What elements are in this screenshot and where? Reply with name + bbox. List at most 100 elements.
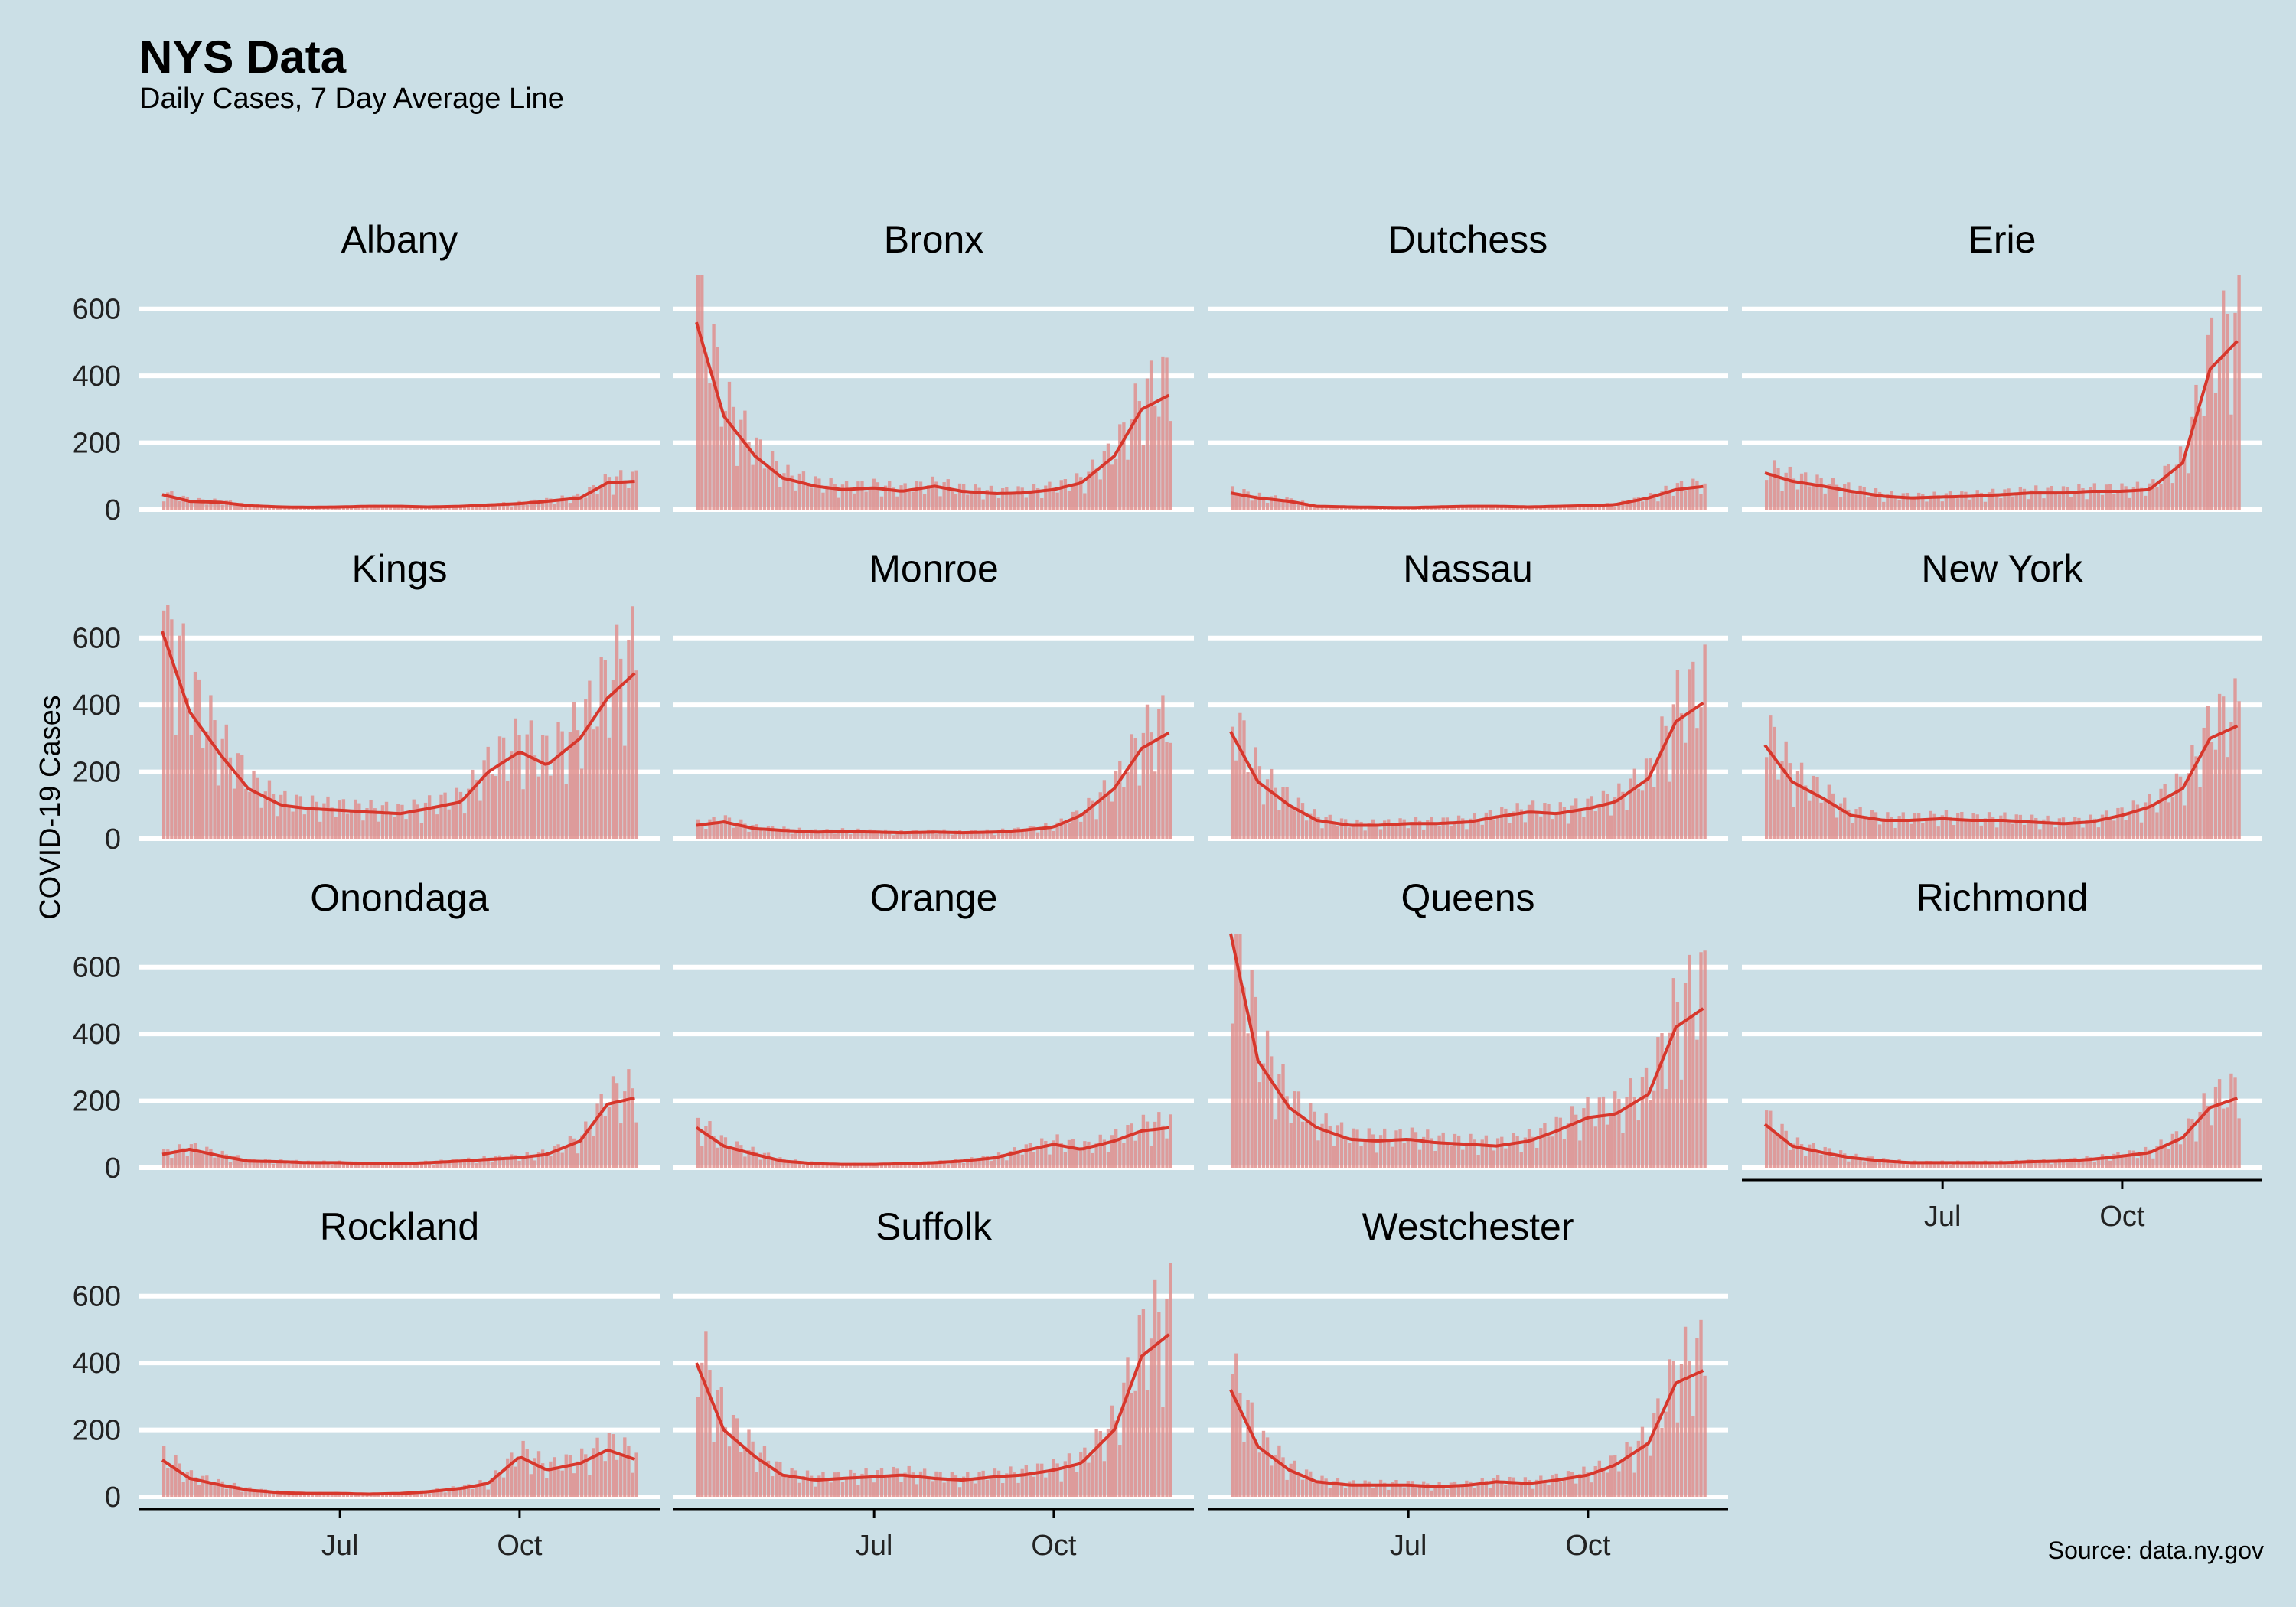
daily-bar <box>631 1472 634 1497</box>
daily-bar <box>166 605 170 839</box>
daily-bar <box>2131 1150 2136 1168</box>
daily-bar <box>2217 357 2222 510</box>
daily-bar <box>1328 814 1332 839</box>
average-line-monroe <box>696 731 1170 835</box>
daily-bar <box>778 830 782 839</box>
daily-bar <box>1484 1135 1489 1168</box>
daily-bar <box>931 830 934 839</box>
daily-bar <box>1449 1482 1453 1497</box>
daily-bar <box>560 1470 564 1497</box>
daily-bar <box>1656 501 1660 510</box>
daily-bar <box>888 830 892 839</box>
daily-bar <box>1504 808 1508 839</box>
daily-bar <box>927 1478 931 1497</box>
daily-bar <box>455 787 459 839</box>
daily-bar <box>1020 487 1024 510</box>
daily-bar <box>467 788 471 839</box>
daily-bar <box>1016 1152 1020 1168</box>
daily-bar <box>1862 818 1866 839</box>
daily-bar <box>1679 481 1684 510</box>
daily-bar <box>1773 460 1776 510</box>
daily-bar <box>248 1159 252 1168</box>
daily-bar <box>1862 1161 1866 1168</box>
daily-bar <box>1632 497 1636 510</box>
daily-bar <box>1688 1361 1691 1497</box>
daily-bar <box>1854 1153 1858 1168</box>
daily-bar <box>315 1493 318 1497</box>
daily-bar <box>1137 1131 1141 1168</box>
daily-bar <box>1316 1482 1320 1497</box>
daily-bar <box>778 1157 782 1168</box>
daily-bar <box>903 1165 907 1168</box>
daily-bar <box>2069 497 2073 510</box>
daily-bar <box>553 1146 556 1168</box>
daily-bar <box>1169 742 1172 839</box>
daily-bar <box>1668 1359 1671 1497</box>
daily-bar <box>497 736 502 839</box>
daily-bar <box>1122 1143 1126 1168</box>
daily-bar <box>1456 815 1461 839</box>
average-line-new-york <box>1763 724 2239 826</box>
daily-bar <box>217 500 220 510</box>
daily-bar <box>259 1488 263 1497</box>
daily-bar <box>844 1478 849 1497</box>
daily-bar <box>315 1164 318 1168</box>
daily-bar <box>189 1470 194 1497</box>
daily-bar <box>1613 1455 1617 1497</box>
daily-bar <box>458 1162 463 1168</box>
daily-bar <box>2233 1077 2237 1168</box>
daily-bar <box>2007 488 2011 510</box>
daily-bar <box>174 1149 178 1168</box>
daily-bar <box>1079 1452 1083 1497</box>
daily-bar <box>1048 1469 1052 1497</box>
daily-bar <box>1636 1440 1641 1497</box>
daily-bar <box>747 1429 751 1497</box>
daily-bar <box>174 1455 178 1497</box>
daily-bar <box>490 774 494 839</box>
daily-bar <box>786 464 790 510</box>
daily-bar <box>330 807 334 839</box>
daily-bar <box>872 1164 876 1168</box>
daily-bar <box>576 493 580 510</box>
daily-bar <box>1332 1146 1336 1168</box>
daily-bar <box>911 830 915 839</box>
daily-bar <box>1843 484 1847 510</box>
daily-bar <box>1313 1111 1316 1168</box>
daily-bar <box>1804 1156 1808 1168</box>
daily-bar <box>1570 805 1574 839</box>
daily-bar <box>993 1156 997 1168</box>
daily-bar <box>1660 1033 1664 1168</box>
daily-bar <box>2128 497 2131 510</box>
daily-bar <box>201 748 205 839</box>
daily-bar <box>993 1468 997 1497</box>
daily-bar <box>2057 1158 2062 1168</box>
daily-bar <box>1309 1471 1313 1497</box>
daily-bar <box>1804 472 1808 510</box>
daily-bar <box>1668 781 1671 839</box>
daily-bar <box>240 755 244 839</box>
daily-bar <box>170 619 174 839</box>
daily-bar <box>540 1149 545 1168</box>
daily-bar <box>2073 817 2077 839</box>
daily-bar <box>2108 1160 2112 1168</box>
daily-bar <box>1028 1143 1032 1168</box>
daily-bar <box>719 823 723 839</box>
daily-bar <box>1274 1455 1277 1497</box>
daily-bar <box>1851 491 1854 510</box>
facet-title-orange: Orange <box>870 876 998 919</box>
daily-bar <box>178 635 181 839</box>
daily-bar <box>1664 725 1668 839</box>
daily-bar <box>341 1495 346 1497</box>
y-tick-label: 0 <box>105 494 121 526</box>
daily-bar <box>568 1455 572 1497</box>
daily-bar <box>361 820 365 839</box>
daily-bar <box>1660 491 1664 510</box>
daily-bar <box>1617 503 1621 510</box>
daily-bar <box>1691 1015 1695 1168</box>
daily-bar <box>1819 802 1823 839</box>
daily-bar <box>1391 826 1394 839</box>
daily-bar <box>2042 498 2046 510</box>
daily-bar <box>419 1162 424 1168</box>
daily-bar <box>1359 1146 1363 1168</box>
